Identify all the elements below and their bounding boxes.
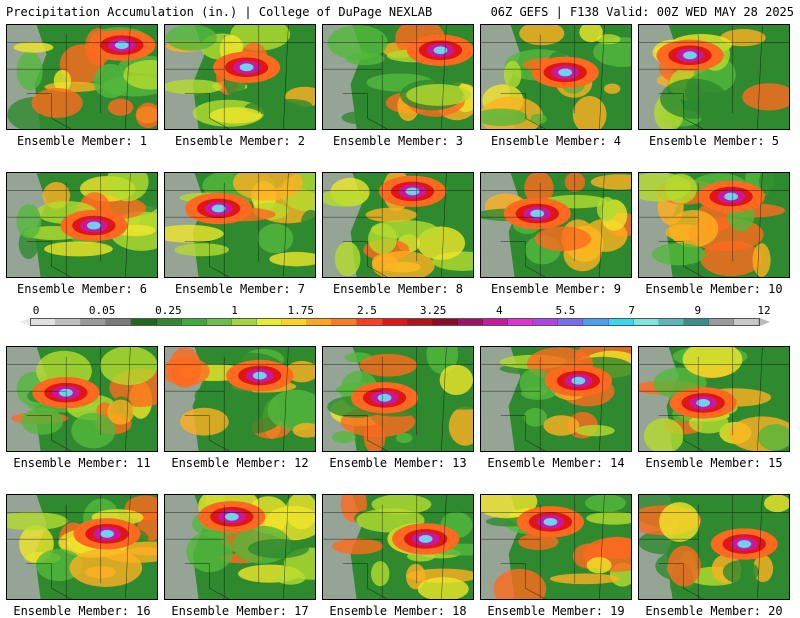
colorbar-cell (357, 319, 383, 325)
ensemble-member-label: Ensemble Member: 9 (490, 282, 622, 296)
colorbar-cell (156, 319, 182, 325)
colorbar-cell (708, 319, 735, 325)
colorbar-cell (106, 319, 132, 325)
model-run-info: 06Z GEFS | F138 Valid: 00Z WED MAY 28 20… (490, 5, 794, 19)
colorbar-cell (206, 319, 232, 325)
ensemble-member-map (322, 24, 474, 130)
ensemble-member-map (480, 172, 632, 278)
ensemble-member-map (6, 24, 158, 130)
ensemble-member-label: Ensemble Member: 16 (13, 604, 151, 618)
ensemble-member-map (638, 24, 790, 130)
colorbar-cell (658, 319, 684, 325)
colorbar-cell (407, 319, 433, 325)
colorbar-high-arrow (760, 318, 770, 326)
colorbar-cell (382, 319, 408, 325)
ensemble-member-map (480, 494, 632, 600)
ensemble-member-label: Ensemble Member: 19 (487, 604, 625, 618)
ensemble-member-map (6, 494, 158, 600)
colorbar-cell (56, 319, 82, 325)
ensemble-member-map (164, 172, 316, 278)
colorbar-tick-label: 9 (694, 304, 702, 317)
ensemble-member-map (638, 494, 790, 600)
ensemble-member-map (322, 346, 474, 452)
colorbar-tick-label: 5.5 (555, 304, 576, 317)
precip-colorbar: 0 0.05 0.25 1 1.75 2.5 3.25 4 5.5 7 9 12 (6, 304, 794, 333)
colorbar-tick-label: 3.25 (419, 304, 447, 317)
colorbar-cell (307, 319, 333, 325)
colorbar-cell (608, 319, 634, 325)
colorbar-cell (508, 319, 534, 325)
ensemble-member-label: Ensemble Member: 4 (490, 134, 622, 148)
colorbar-cell (181, 319, 207, 325)
ensemble-member-label: Ensemble Member: 1 (16, 134, 148, 148)
ensemble-member-label: Ensemble Member: 12 (171, 456, 309, 470)
ensemble-member-map (6, 172, 158, 278)
colorbar-cell (533, 319, 559, 325)
colorbar-cell (231, 319, 257, 325)
ensemble-member-map (164, 24, 316, 130)
colorbar-tick-label: 2.5 (356, 304, 377, 317)
colorbar-cell (332, 319, 358, 325)
ensemble-member-map (480, 24, 632, 130)
colorbar-cell (558, 319, 584, 325)
colorbar-cell (432, 319, 458, 325)
ensemble-member-map (322, 172, 474, 278)
colorbar-tick-label: 7 (628, 304, 635, 317)
colorbar-strip (30, 318, 760, 326)
colorbar-tick-label: 1 (231, 304, 238, 317)
ensemble-member-label: Ensemble Member: 5 (648, 134, 780, 148)
colorbar-cell (482, 319, 509, 325)
ensemble-member-map (6, 346, 158, 452)
ensemble-member-label: Ensemble Member: 8 (332, 282, 464, 296)
colorbar-tick-label: 0.05 (88, 304, 116, 317)
ensemble-member-label: Ensemble Member: 15 (645, 456, 783, 470)
colorbar-cell (81, 319, 107, 325)
ensemble-member-label: Ensemble Member: 10 (645, 282, 783, 296)
colorbar-cell (683, 319, 709, 325)
colorbar-tick-label: 4 (495, 304, 503, 317)
colorbar-tick-label: 0 (32, 304, 40, 317)
colorbar-cell (633, 319, 659, 325)
colorbar-cell (583, 319, 609, 325)
ensemble-grid: 0 0.05 0.25 1 1.75 2.5 3.25 4 5.5 7 9 12 Ensemble M… (6, 24, 794, 618)
ensemble-member-label: Ensemble Member: 17 (171, 604, 309, 618)
ensemble-member-map (322, 494, 474, 600)
map-title: Precipitation Accumulation (in.) | Colle… (6, 5, 433, 19)
ensemble-member-label: Ensemble Member: 2 (174, 134, 306, 148)
colorbar-cell (256, 319, 283, 325)
colorbar-cell (457, 319, 483, 325)
ensemble-member-label: Ensemble Member: 7 (174, 282, 306, 296)
ensemble-member-label: Ensemble Member: 3 (332, 134, 464, 148)
colorbar-low-arrow (20, 318, 30, 326)
ensemble-member-label: Ensemble Member: 6 (16, 282, 148, 296)
ensemble-member-map (638, 346, 790, 452)
ensemble-member-map (164, 494, 316, 600)
ensemble-member-label: Ensemble Member: 18 (329, 604, 467, 618)
ensemble-member-label: Ensemble Member: 14 (487, 456, 625, 470)
ensemble-member-label: Ensemble Member: 11 (13, 456, 151, 470)
ensemble-member-map (164, 346, 316, 452)
ensemble-member-label: Ensemble Member: 20 (645, 604, 783, 618)
colorbar-tick-label: 12 (757, 304, 771, 317)
ensemble-member-map (638, 172, 790, 278)
colorbar-cell (131, 319, 157, 325)
ensemble-member-label: Ensemble Member: 13 (329, 456, 467, 470)
colorbar-cell (31, 319, 57, 325)
ensemble-member-map (480, 346, 632, 452)
colorbar-tick-label: 1.75 (287, 304, 314, 317)
colorbar-cell (282, 319, 308, 325)
colorbar-tick-label: 0.25 (155, 304, 182, 317)
colorbar-cell (734, 319, 760, 325)
